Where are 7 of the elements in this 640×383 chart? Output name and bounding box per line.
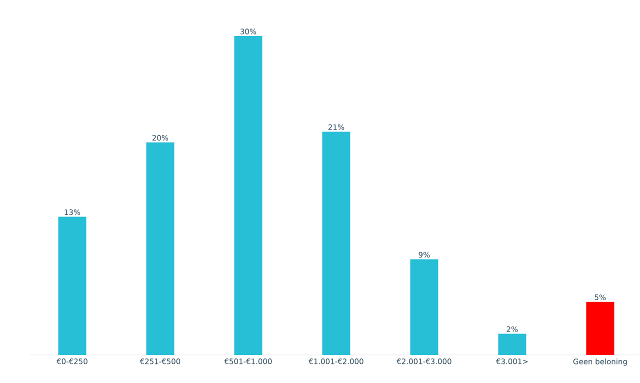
bar (58, 216, 86, 355)
bar (146, 142, 174, 355)
bar (234, 36, 262, 355)
bar (498, 334, 526, 355)
bar (586, 302, 614, 355)
bar (322, 132, 350, 355)
bar (410, 259, 438, 355)
